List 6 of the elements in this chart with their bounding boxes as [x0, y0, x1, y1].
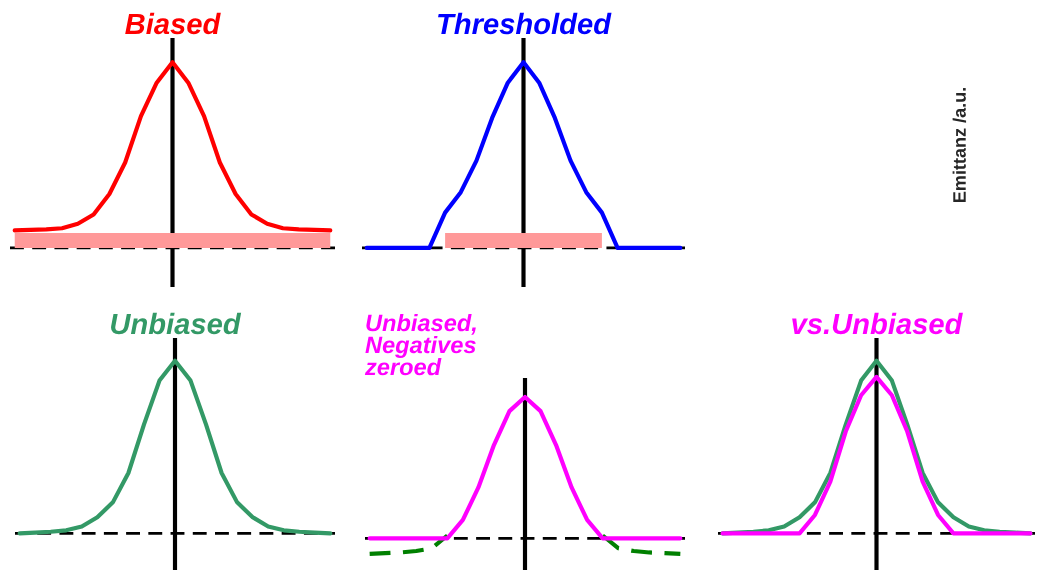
chart-title: Biased — [125, 12, 221, 35]
text: Emittanz /a.u. — [952, 88, 967, 202]
chart-title: vs.Unbiased — [792, 312, 963, 335]
chart-title: Thresholded — [438, 12, 612, 35]
chart-title: Unbiased — [111, 312, 242, 335]
chart-title: Unbiased, Negatives zeroed — [364, 313, 476, 376]
